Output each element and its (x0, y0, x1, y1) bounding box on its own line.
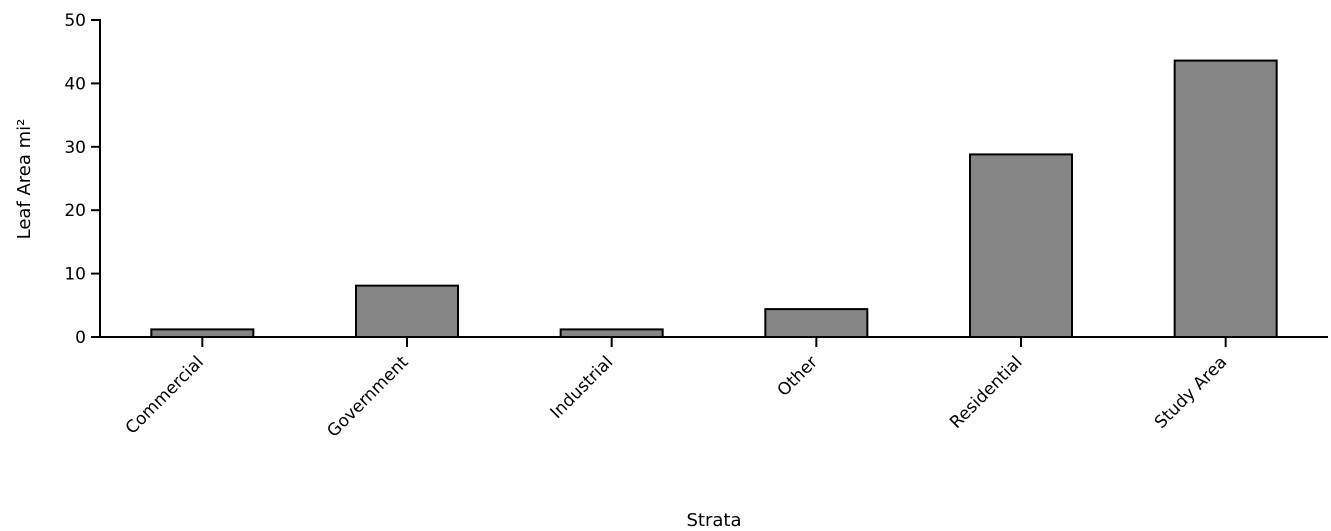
y-tick-label: 30 (64, 138, 86, 158)
bars (150, 59, 1278, 339)
y-tick-label: 40 (64, 74, 86, 94)
bar-other (764, 308, 869, 339)
x-axis-ticks: Commercial Government Industrial Other Resid… (122, 337, 1231, 442)
x-tick-label: Commercial (122, 352, 208, 438)
y-tick-label: 20 (64, 201, 86, 221)
y-tick-label: 50 (64, 11, 86, 31)
x-tick-label: Study Area (1151, 352, 1231, 432)
y-tick-label: 10 (64, 265, 86, 285)
bar-government (355, 284, 459, 338)
x-tick-label: Other (774, 352, 822, 400)
x-tick-label: Industrial (547, 352, 618, 423)
bar-commercial (150, 328, 255, 338)
y-axis-ticks: 0 10 20 30 40 50 (64, 11, 100, 348)
x-tick-label: Government (323, 352, 412, 441)
x-axis-title: Strata (686, 510, 741, 531)
x-tick-label: Residential (946, 352, 1026, 432)
bar-industrial (559, 328, 664, 338)
y-tick-label: 0 (75, 328, 86, 348)
y-axis-title: Leaf Area mi² (14, 119, 35, 240)
bar-study-area (1173, 59, 1278, 339)
bar-residential (969, 153, 1073, 338)
